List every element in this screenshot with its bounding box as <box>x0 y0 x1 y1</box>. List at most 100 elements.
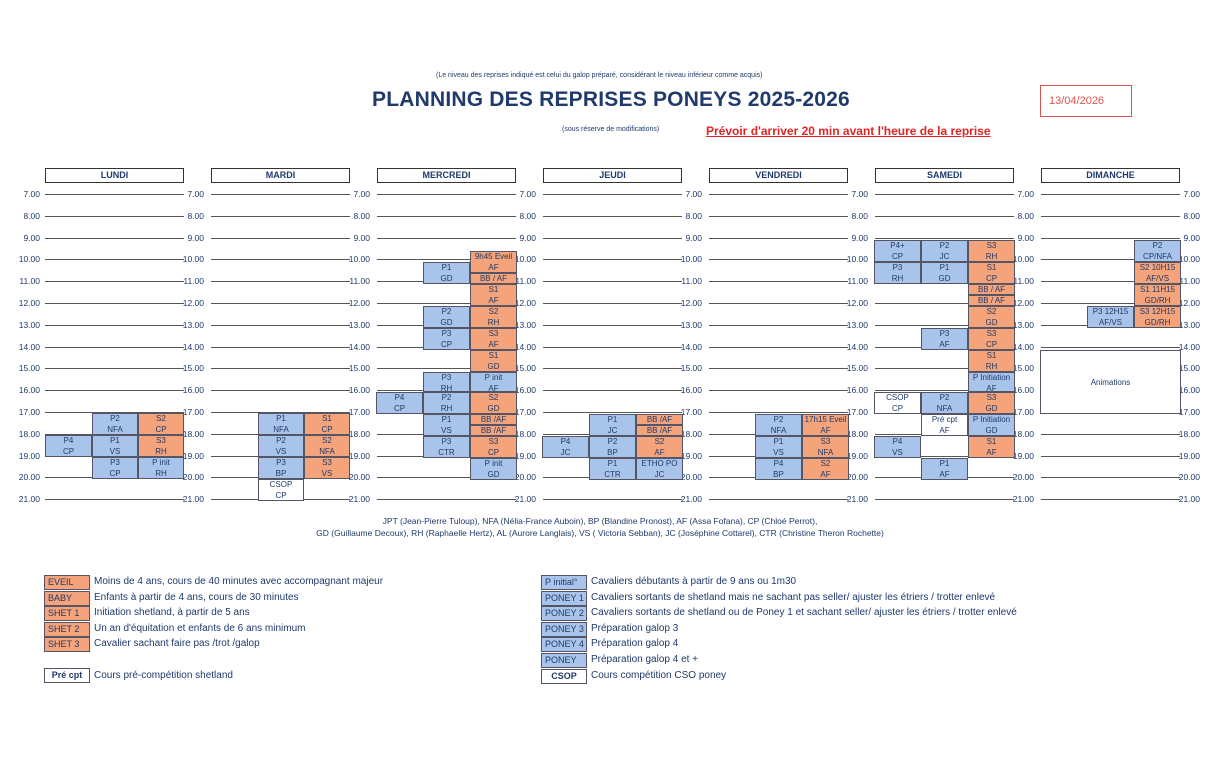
lesson-cell: P init RH <box>138 457 184 479</box>
legend-key: PONEY 4 <box>541 637 587 653</box>
time-label: 9.00 <box>1183 232 1200 243</box>
time-label: 18.00 <box>18 428 40 439</box>
lesson-cell: CSOP CP <box>258 479 304 501</box>
lesson-cell: P3 RH <box>423 372 470 392</box>
legend-description: Moins de 4 ans, cours de 40 minutes avec… <box>94 576 384 587</box>
lesson-cell: P1 CTR <box>589 458 636 480</box>
legend-description: Préparation galop 3 <box>591 622 679 634</box>
grid-line <box>211 368 350 370</box>
grid-line <box>543 324 682 326</box>
time-label: 15.00 <box>18 363 40 374</box>
lesson-cell: P4+ CP <box>874 240 921 262</box>
legend-key: PONEY 4+ <box>541 653 587 678</box>
time-label: 19.00 <box>1178 450 1200 461</box>
lesson-cell: S1 RH <box>968 350 1015 372</box>
time-label: 10.00 <box>18 254 40 265</box>
time-label: 15.00 <box>846 363 868 374</box>
grid-line <box>377 194 516 195</box>
lesson-cell: Animations <box>1040 350 1181 414</box>
grid-line <box>377 259 516 261</box>
reserve-note: (sous réserve de modifications) <box>562 126 660 133</box>
grid-line <box>45 368 184 370</box>
grid-line <box>543 346 682 348</box>
grid-line <box>543 412 682 413</box>
time-label: 16.00 <box>846 385 868 396</box>
lesson-cell: S1 AF <box>470 284 517 306</box>
time-label: 8.00 <box>1183 210 1200 221</box>
grid-line <box>377 499 516 501</box>
time-label: 20.00 <box>1012 472 1034 483</box>
legend-key: BABY <box>44 590 90 606</box>
lesson-cell: S1 GD <box>470 350 517 372</box>
grid-line <box>45 281 184 283</box>
time-label: 21.00 <box>680 494 702 505</box>
time-label: 12.00 <box>1178 298 1200 308</box>
legend-description: Préparation galop 4 et + <box>591 654 699 665</box>
lesson-cell: P3 12H15 AF/VS <box>1087 306 1134 328</box>
grid-line <box>211 281 350 283</box>
time-label: 12.00 <box>514 298 536 308</box>
time-label: 18.00 <box>680 428 702 439</box>
time-label: 21.00 <box>182 494 204 505</box>
time-label: 17.00 <box>182 407 204 417</box>
time-label: 7.00 <box>851 189 868 199</box>
lesson-cell: P4 CP <box>376 392 423 414</box>
lesson-cell: P1 VS <box>423 414 470 436</box>
day-header-dimanche: DIMANCHE <box>1041 168 1180 183</box>
lesson-cell: P2 VS <box>258 435 304 457</box>
lesson-cell: S2 RH <box>470 306 517 328</box>
time-label: 17.00 <box>348 407 370 417</box>
grid-line <box>543 303 682 304</box>
lesson-cell: 17h15 Eveil AF <box>802 414 849 436</box>
time-label: 10.00 <box>1178 254 1200 265</box>
time-label: 13.00 <box>182 319 204 330</box>
time-label: 15.00 <box>514 363 536 374</box>
grid-line <box>45 303 184 304</box>
day-header-vendredi: VENDREDI <box>709 168 848 183</box>
legend-description: Cavaliers sortants de shetland mais ne s… <box>591 591 996 603</box>
time-label: 11.00 <box>1179 276 1200 287</box>
legend-description: Préparation galop 4 <box>591 638 679 650</box>
lesson-cell: P2 GD <box>423 306 470 328</box>
time-label: 16.00 <box>18 385 40 396</box>
grid-line <box>377 368 516 370</box>
time-label: 14.00 <box>514 341 536 352</box>
date-box: 13/04/2026 <box>1040 85 1132 117</box>
time-label: 9.00 <box>519 232 536 243</box>
lesson-cell: BB /AF <box>470 414 517 425</box>
time-label: 13.00 <box>348 319 370 330</box>
grid-line <box>45 346 184 348</box>
grid-line <box>211 303 350 304</box>
grid-line <box>211 215 350 217</box>
time-label: 12.00 <box>846 298 868 308</box>
time-label: 13.00 <box>1178 319 1200 330</box>
lesson-cell: P1 GD <box>921 262 968 284</box>
legend-description: Cavaliers sortants de shetland ou de Pon… <box>591 607 1017 619</box>
time-label: 12.00 <box>182 298 204 308</box>
lesson-cell: BB /AF <box>636 414 683 425</box>
grid-line <box>45 324 184 326</box>
day-header-lundi: LUNDI <box>45 168 184 183</box>
grid-line <box>1041 194 1180 195</box>
grid-line <box>1041 237 1180 239</box>
lesson-cell: P2 NFA <box>755 414 802 436</box>
lesson-cell: P2 RH <box>423 392 470 414</box>
lesson-cell: P4 BP <box>755 458 802 480</box>
legend-key: PONEY 1 <box>541 590 587 606</box>
grid-line <box>45 390 184 392</box>
time-label: 13.00 <box>846 319 868 330</box>
time-label: 10.00 <box>348 254 370 265</box>
grid-line <box>211 346 350 348</box>
lesson-cell: S3 CP <box>968 328 1015 350</box>
time-label: 15.00 <box>348 363 370 374</box>
grid-line <box>1041 281 1180 283</box>
time-label: 10.00 <box>680 254 702 265</box>
grid-line <box>377 215 516 217</box>
time-label: 8.00 <box>685 210 702 221</box>
day-header-jeudi: JEUDI <box>543 168 682 183</box>
time-label: 19.00 <box>1012 450 1034 461</box>
time-label: 12.00 <box>680 298 702 308</box>
lesson-cell: P Initiation AF <box>968 372 1015 392</box>
time-label: 11.00 <box>183 276 204 287</box>
lesson-cell: P3 CP <box>423 328 470 350</box>
